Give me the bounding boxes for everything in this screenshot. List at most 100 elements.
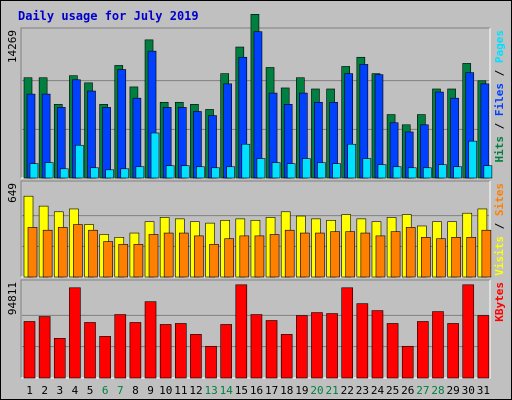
bar-kbytes-day-6 [99,336,111,379]
bar-kbytes-day-14 [220,324,232,379]
bar-pages-day-29 [453,166,462,179]
bar-files-day-14 [223,83,232,179]
bar-pages-day-27 [423,167,432,179]
panel-shadow-edge [20,27,490,178]
bar-pages-day-5 [90,167,99,179]
legend-files: Files [493,83,506,116]
panel-shadow-edge [20,279,490,378]
bar-kbytes-day-26 [401,345,414,379]
bar-kbytes-day-21 [326,313,338,379]
bar-pages-day-14 [226,166,235,179]
bar-sites-day-10 [163,232,174,278]
bar-kbytes-day-23 [356,303,369,379]
bar-sites-day-3 [57,227,68,278]
day-label-4: 4 [72,384,79,397]
bar-kbytes-day-9 [144,301,157,379]
day-label-22: 22 [341,384,354,397]
bar-pages-day-12 [196,166,205,179]
bar-sites-day-5 [88,229,98,278]
day-label-3: 3 [57,384,64,397]
bar-pages-day-6 [105,169,114,179]
bar-kbytes-day-12 [190,334,202,379]
bar-kbytes-day-31 [477,315,490,379]
legend-sites: Sites [493,183,506,216]
bar-files-day-29 [450,97,459,179]
bar-kbytes-day-4 [69,287,81,379]
day-label-31: 31 [477,384,490,397]
y-max-label: 94811 [6,282,19,315]
bar-kbytes-day-18 [280,334,293,379]
bar-sites-day-19 [300,232,310,278]
bar-files-day-7 [117,69,127,179]
bar-sites-day-17 [269,234,280,278]
bar-sites-day-13 [209,244,219,278]
bar-pages-day-24 [377,164,387,179]
bar-sites-day-16 [254,235,265,278]
bar-pages-day-26 [407,167,417,179]
bar-files-day-31 [480,83,490,179]
bar-kbytes-day-2 [38,316,51,379]
bar-kbytes-day-15 [235,284,248,379]
bar-pages-day-17 [271,162,281,179]
bar-sites-day-24 [375,235,386,278]
bar-sites-day-14 [224,238,234,278]
day-label-14: 14 [220,384,234,397]
day-label-20: 20 [310,384,323,397]
bar-sites-day-31 [481,229,492,278]
bar-pages-day-16 [256,158,266,179]
bar-pages-day-8 [135,166,145,179]
bar-kbytes-day-22 [341,287,354,379]
bar-sites-day-20 [315,232,325,278]
panel-3: 94811 KBytes [6,279,506,379]
day-label-15: 15 [235,384,248,397]
day-label-23: 23 [356,384,369,397]
day-label-11: 11 [174,384,187,397]
day-label-30: 30 [462,384,475,397]
y-max-label: 649 [6,183,19,203]
day-label-27: 27 [416,384,429,397]
bar-pages-day-25 [392,166,402,179]
day-label-28: 28 [431,384,444,397]
bar-sites-day-27 [421,237,431,278]
bar-pages-day-3 [59,168,69,179]
bar-files-day-6 [102,107,111,179]
bar-sites-day-11 [178,232,189,278]
legend-hits: Hits [493,136,506,163]
bar-pages-day-15 [241,143,251,179]
day-label-16: 16 [250,384,263,397]
panel-1: 14269 Hits / Files / Pages [6,13,506,179]
bar-pages-day-22 [347,143,357,179]
bar-files-day-8 [132,97,142,179]
bar-pages-day-11 [180,165,190,179]
bar-kbytes-day-30 [462,284,475,379]
bar-kbytes-day-20 [311,312,323,379]
panel-legend: KBytes [493,282,506,322]
bar-kbytes-day-7 [114,314,127,379]
bar-kbytes-day-1 [23,321,36,379]
bar-sites-day-6 [103,241,113,278]
bar-sites-day-23 [360,232,371,278]
bar-pages-day-31 [483,165,493,179]
bar-sites-day-25 [390,231,401,278]
bar-pages-day-1 [29,163,39,179]
bar-sites-day-8 [133,244,144,278]
y-max-label: 14269 [6,30,19,63]
bar-sites-day-26 [405,227,416,278]
bar-files-day-3 [56,107,66,179]
bar-sites-day-30 [466,237,477,278]
panel-legend: Visits / Sites [493,183,506,276]
bar-pages-day-9 [150,132,160,179]
chart-title: Daily usage for July 2019 [18,9,199,23]
bar-pages-day-20 [317,162,326,179]
bar-pages-day-2 [44,162,54,179]
bar-kbytes-day-27 [417,321,429,379]
panel-legend: Hits / Files / Pages [493,30,506,163]
bar-sites-day-28 [436,238,446,278]
day-label-26: 26 [401,384,414,397]
bar-sites-day-9 [148,234,159,278]
bar-sites-day-18 [284,229,295,278]
day-label-25: 25 [386,384,399,397]
day-label-6: 6 [102,384,109,397]
legend-kbytes: KBytes [493,282,506,322]
